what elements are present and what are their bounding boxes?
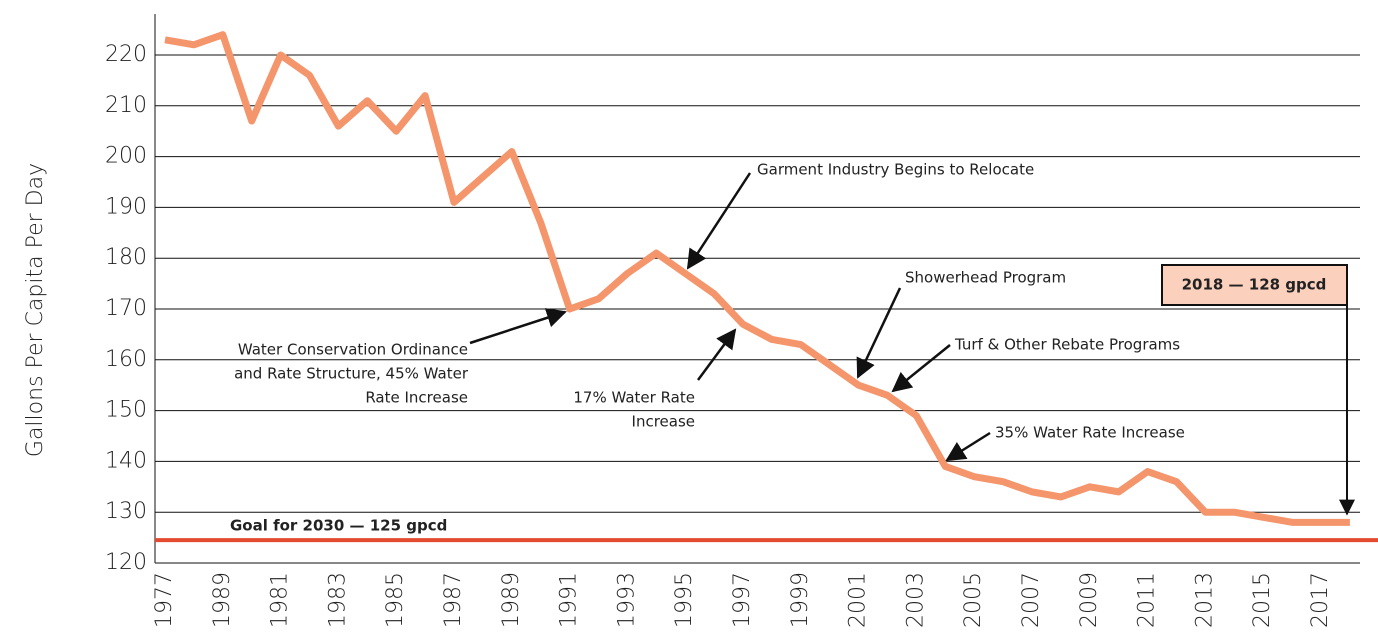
annotation-text: 35% Water Rate Increase	[995, 424, 1185, 442]
x-tick-label: 1993	[614, 572, 639, 628]
x-tick-label: 1995	[672, 572, 697, 628]
data-line	[164, 31, 1350, 526]
x-tick-label: 2001	[846, 572, 871, 628]
annotation-text: Water Conservation Ordinance	[238, 341, 468, 359]
x-tick-label: 1999	[788, 572, 813, 628]
x-tick-label: 2015	[1250, 572, 1275, 628]
y-tick-label: 140	[105, 448, 147, 473]
x-tick-label: 2017	[1308, 572, 1333, 628]
annotation-text: Rate Increase	[365, 389, 468, 407]
annotation-text: Garment Industry Begins to Relocate	[757, 161, 1034, 179]
y-tick-label: 130	[105, 499, 147, 524]
x-tick-label: 1985	[383, 572, 408, 628]
x-tick-label: 2011	[1135, 572, 1160, 628]
x-tick-label: 1987	[441, 572, 466, 628]
y-tick-label: 180	[105, 245, 147, 270]
annotation-text: Turf & Other Rebate Programs	[954, 336, 1180, 354]
x-tick-label: 1983	[325, 572, 350, 628]
x-tick-label: 1997	[730, 572, 755, 628]
annotation-arrow	[696, 328, 737, 381]
y-tick-label: 210	[105, 93, 147, 118]
x-tick-label: 2009	[1077, 572, 1102, 628]
annotation-text: Increase	[632, 413, 695, 431]
annotation-text: and Rate Structure, 45% Water	[234, 365, 469, 383]
y-tick-label: 190	[105, 194, 147, 219]
x-tick-label: 2003	[903, 572, 928, 628]
y-tick-label: 120	[105, 550, 147, 575]
x-tick-label: 1989	[210, 572, 235, 628]
x-tick-label: 2005	[961, 572, 986, 628]
x-tick-label: 1991	[557, 572, 582, 628]
annotation-arrow	[856, 287, 902, 379]
x-tick-label: 1981	[268, 572, 293, 628]
y-tick-label: 150	[105, 398, 147, 423]
annotation-text: 17% Water Rate	[573, 389, 695, 407]
callout-text: 2018 — 128 gpcd	[1182, 276, 1327, 294]
x-tick-label: 2007	[1019, 572, 1044, 628]
x-tick-label: 1989	[499, 572, 524, 628]
y-axis-label: Gallons Per Capita Per Day	[23, 163, 48, 457]
y-tick-label: 160	[105, 347, 147, 372]
y-tick-label: 170	[105, 296, 147, 321]
annotation-arrow	[686, 172, 752, 270]
x-tick-label: 1977	[152, 572, 177, 628]
goal-label: Goal for 2030 — 125 gpcd	[230, 517, 447, 535]
x-tick-label: 2013	[1192, 572, 1217, 628]
annotation-arrow	[469, 308, 567, 345]
y-tick-label: 220	[105, 42, 147, 67]
annotation-arrow	[891, 344, 951, 393]
y-tick-label: 200	[105, 144, 147, 169]
annotation-arrow	[945, 431, 991, 462]
annotation-text: Showerhead Program	[905, 269, 1066, 287]
